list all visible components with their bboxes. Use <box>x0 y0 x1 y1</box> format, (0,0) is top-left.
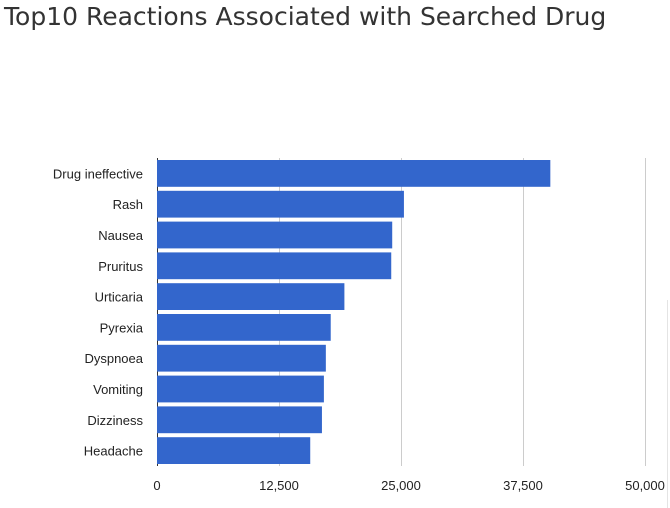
bar <box>157 252 392 280</box>
bar <box>157 283 345 310</box>
bar <box>157 406 322 434</box>
category-label: Rash <box>113 197 143 212</box>
scrollbar-edge <box>667 300 668 508</box>
category-label: Urticaria <box>95 290 144 305</box>
bars <box>157 160 551 464</box>
category-label: Vomiting <box>93 382 143 397</box>
category-label: Drug ineffective <box>53 166 143 181</box>
category-label: Nausea <box>98 228 144 243</box>
x-tick-label: 25,000 <box>381 478 421 493</box>
x-tick-label: 37,500 <box>503 478 543 493</box>
bar <box>157 437 311 464</box>
bar <box>157 190 404 218</box>
x-tick-label: 50,000 <box>625 478 665 493</box>
category-label: Pyrexia <box>100 320 144 335</box>
category-label: Dyspnoea <box>84 351 143 366</box>
bar <box>157 160 551 187</box>
x-tick-label: 12,500 <box>259 478 299 493</box>
bar <box>157 221 393 249</box>
category-label: Headache <box>84 444 143 459</box>
category-labels: Drug ineffective Rash Nausea Pruritus Urtica… <box>53 166 144 458</box>
x-tick-labels: 0 12,500 25,000 37,500 50,000 <box>153 478 665 493</box>
bar <box>157 314 331 341</box>
bar <box>157 344 326 372</box>
category-label: Pruritus <box>98 259 143 274</box>
category-label: Dizziness <box>87 413 143 428</box>
x-tick-label: 0 <box>153 478 160 493</box>
page-title: Top10 Reactions Associated with Searched… <box>4 2 607 31</box>
bar <box>157 375 324 403</box>
